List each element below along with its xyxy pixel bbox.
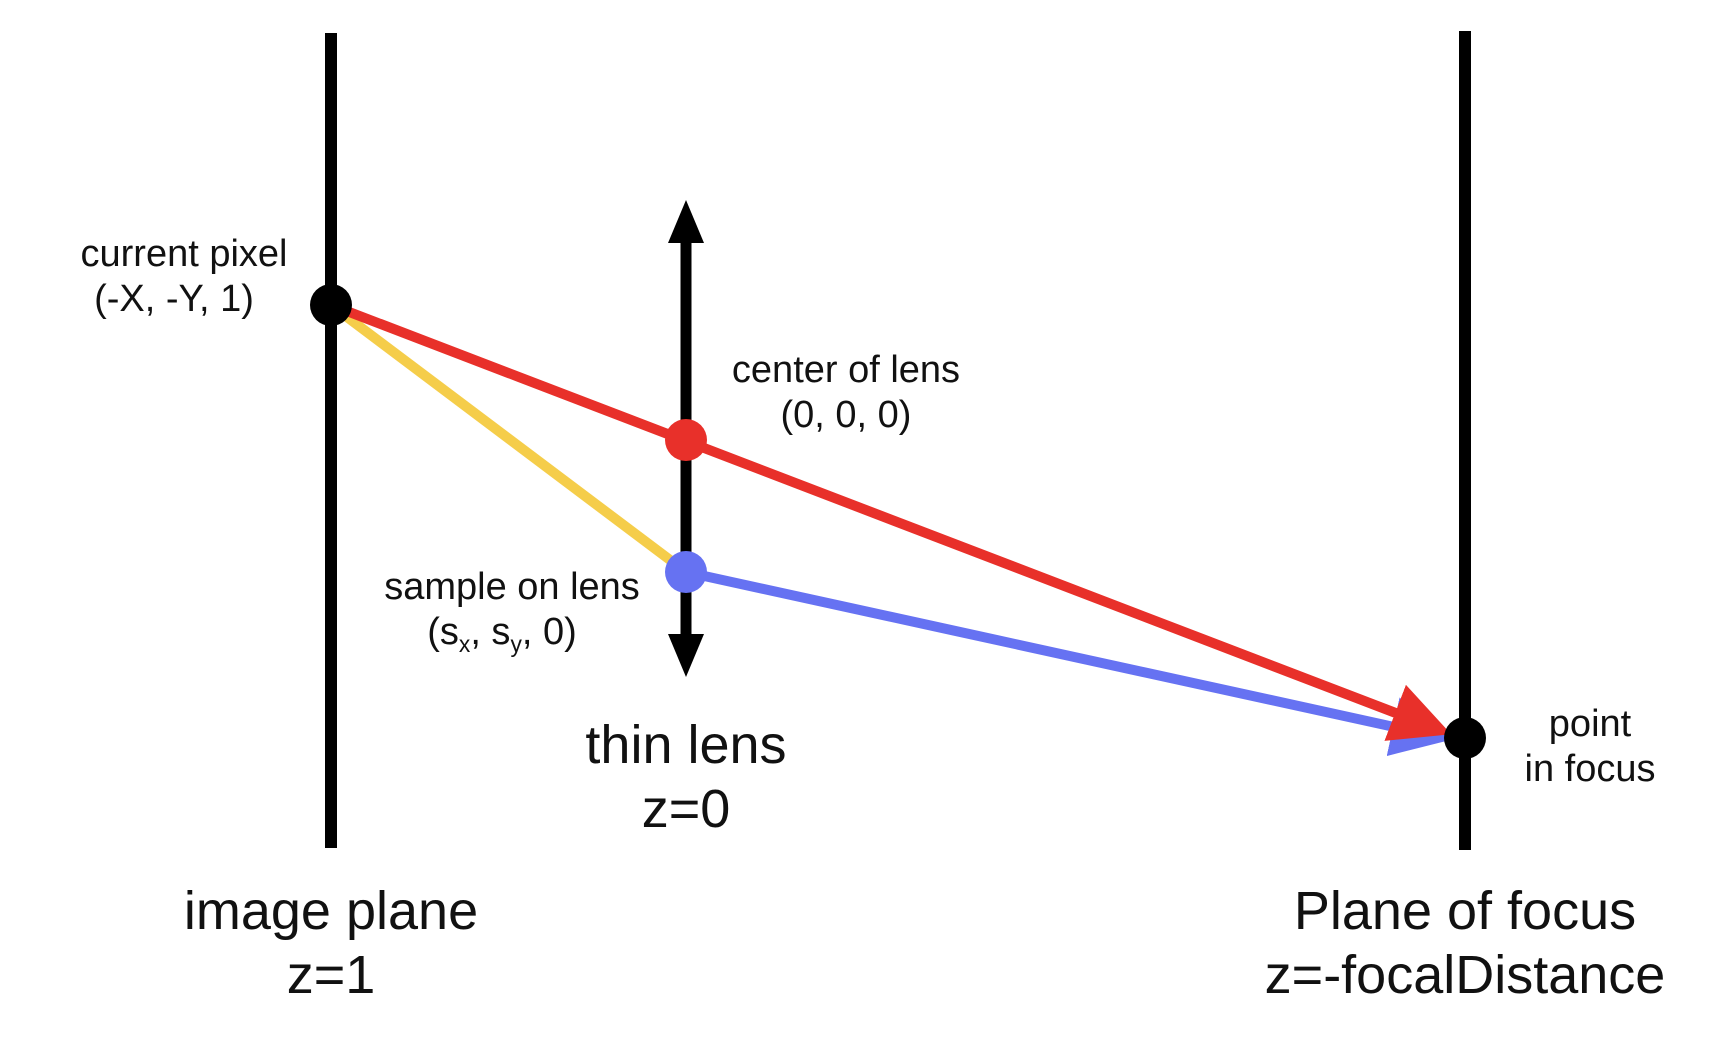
current-pixel-point: [310, 284, 352, 326]
thin-lens-label: thin lens z=0: [585, 715, 787, 839]
plane-of-focus-label: Plane of focus z=-focalDistance: [1264, 881, 1666, 1005]
lens-center-point: [665, 419, 707, 461]
sample-on-lens-label: sample on lens (sx, sy, 0): [357, 565, 667, 655]
lens-sample-point: [665, 551, 707, 593]
point-in-focus-label: point in focus: [1524, 703, 1656, 790]
sample-coords: (sx, sy, 0): [427, 610, 577, 657]
ray-pixel-to-sample: [327, 301, 690, 576]
current-pixel-label: current pixel (-X, -Y, 1): [80, 233, 288, 320]
chief-ray: [329, 300, 1452, 741]
center-of-lens-label: center of lens (0, 0, 0): [731, 349, 961, 436]
ray-sample-to-focus: [684, 567, 1452, 757]
image-plane-label: image plane z=1: [183, 881, 479, 1005]
focus-point: [1444, 717, 1486, 759]
